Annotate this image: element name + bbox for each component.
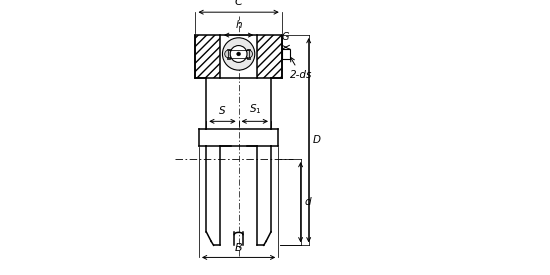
Bar <box>228 50 249 58</box>
Text: d: d <box>304 197 311 207</box>
Circle shape <box>230 46 247 62</box>
Bar <box>227 49 230 59</box>
Text: 2-ds: 2-ds <box>290 57 312 80</box>
Circle shape <box>225 50 233 58</box>
Polygon shape <box>257 35 282 78</box>
Bar <box>247 49 250 59</box>
Circle shape <box>236 52 240 56</box>
Text: h: h <box>235 20 242 30</box>
Polygon shape <box>195 35 220 78</box>
Circle shape <box>222 38 255 70</box>
Bar <box>282 49 290 59</box>
Text: $S_1$: $S_1$ <box>249 103 261 117</box>
Text: G: G <box>282 32 289 42</box>
Text: B: B <box>235 243 243 252</box>
Circle shape <box>245 50 252 58</box>
Text: S: S <box>219 106 225 117</box>
Text: D: D <box>312 135 321 145</box>
Text: C: C <box>235 0 243 7</box>
